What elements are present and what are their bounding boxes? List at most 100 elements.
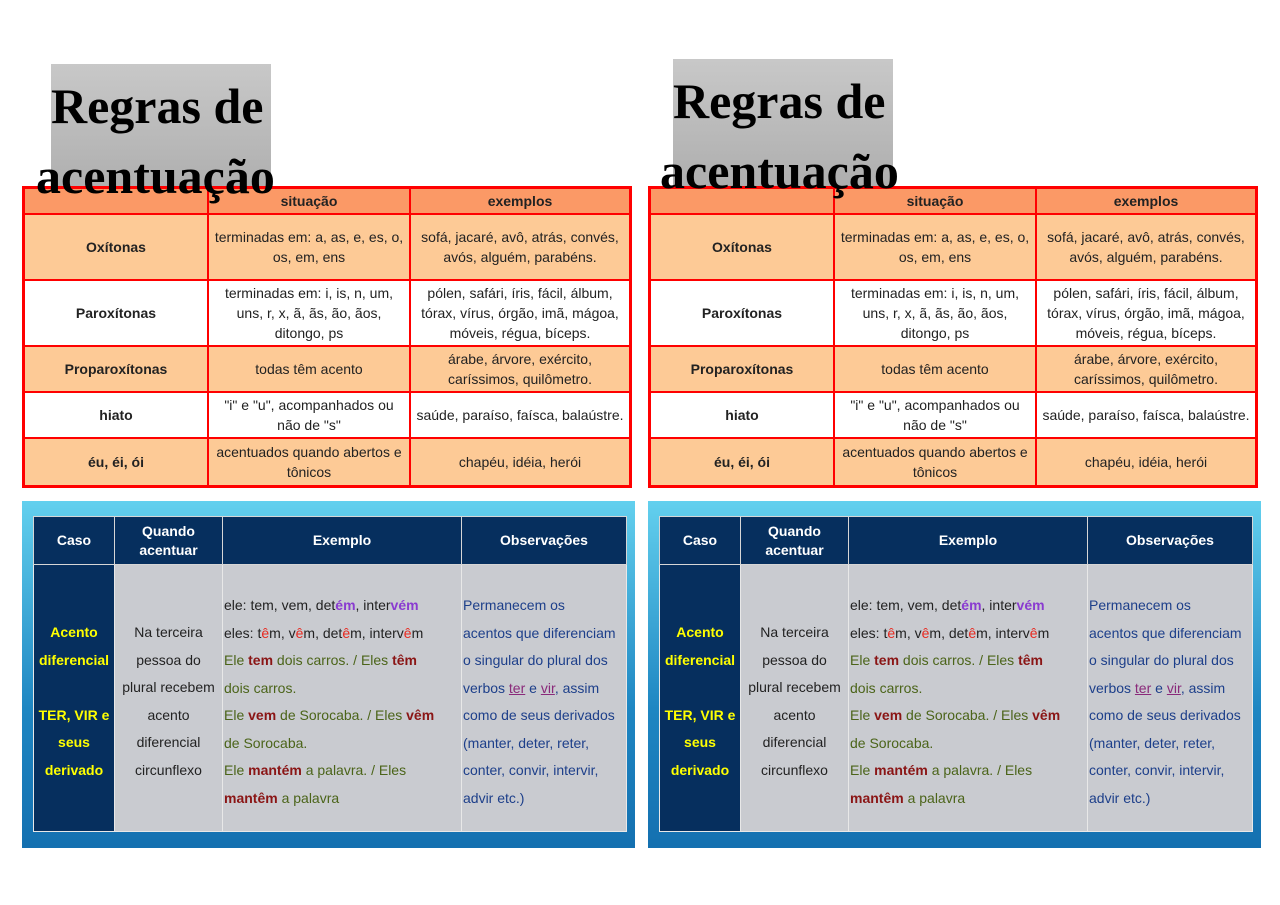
text-segment: , assim — [554, 679, 600, 696]
text-segment: m, interv — [350, 624, 404, 641]
text-segment: a palavra — [903, 789, 966, 806]
header-situacao: situação — [833, 186, 1037, 215]
exemplo-cell: ele: tem, vem, detém, intervém eles: têm,… — [848, 564, 1088, 832]
row-situation: terminadas em: i, is, n, um, uns, r, x, … — [207, 279, 411, 347]
row-situation: acentuados quando abertos e tônicos — [207, 437, 411, 487]
text-segment: mantém — [874, 762, 928, 778]
obs-line: conter, convir, intervir, — [463, 757, 625, 785]
exemplo-line: Ele tem dois carros. / Eles têm — [850, 647, 1086, 675]
observacoes-cell: Permanecem os acentos que diferenciam o si… — [1087, 564, 1253, 832]
row-situation: acentuados quando abertos e tônicos — [833, 437, 1037, 487]
text-segment: tem — [248, 652, 274, 668]
text-segment: a palavra — [277, 789, 340, 806]
text-segment: Permanecem os — [1089, 597, 1191, 613]
obs-line: advir etc.) — [463, 785, 625, 813]
differential-accent-table: Caso Quando acentuar Exemplo Observações… — [659, 516, 1253, 832]
table-row: Oxítonas terminadas em: a, as, e, es, o,… — [22, 213, 632, 281]
quando-line: plural recebem — [748, 679, 841, 695]
verb-link[interactable]: vir — [1166, 679, 1181, 696]
text-segment: acentos que diferenciam — [1089, 624, 1242, 641]
text-segment: Ele — [850, 707, 875, 723]
table-row: Paroxítonas terminadas em: i, is, n, um,… — [22, 279, 632, 347]
row-situation: todas têm acento — [833, 345, 1037, 393]
quando-cell: Na terceira pessoa do plural recebem acento… — [114, 564, 223, 832]
text-segment: eles: t — [850, 624, 888, 641]
text-segment: eles: t — [224, 624, 262, 641]
text-segment: o singular do plural dos — [1089, 652, 1234, 668]
verb-link[interactable]: ter — [1134, 679, 1152, 696]
text-segment: m — [411, 624, 424, 641]
quando-line: Na terceira — [760, 624, 829, 640]
text-segment: conter, convir, intervir, — [463, 762, 599, 778]
exemplo-line: eles: têm, vêm, detêm, intervêm — [850, 620, 1086, 648]
text-segment: m — [1037, 624, 1050, 641]
row-examples: pólen, safári, íris, fácil, álbum, tórax… — [1035, 279, 1258, 347]
obs-line: como de seus derivados — [463, 702, 625, 730]
header-exemplo: Exemplo — [848, 516, 1088, 565]
text-segment: verbos — [463, 679, 509, 696]
verb-link[interactable]: ter — [508, 679, 526, 696]
row-examples: chapéu, idéia, herói — [1035, 437, 1258, 487]
text-segment: o singular do plural dos — [463, 652, 608, 668]
exemplo-line: Ele vem de Sorocaba. / Eles vêm — [850, 702, 1086, 730]
obs-line: o singular do plural dos — [463, 647, 625, 675]
exemplo-line: ele: tem, vem, detém, intervém — [850, 592, 1086, 620]
row-examples: sofá, jacaré, avô, atrás, convés, avós, … — [409, 213, 632, 281]
text-segment: m, v — [895, 624, 922, 641]
header-exemplo: Exemplo — [222, 516, 462, 565]
page-title-line2: acentuação — [660, 143, 899, 199]
quando-line: circunflexo — [761, 761, 828, 778]
text-segment: ê — [403, 624, 412, 641]
text-segment: a palavra. / Eles — [301, 762, 407, 778]
slide-panel: Regras de acentuação situação exemplos O… — [626, 0, 1261, 905]
caso-line: derivado — [670, 761, 730, 778]
table-header-row: situação exemplos — [648, 186, 1258, 215]
text-segment: (manter, deter, reter, — [1089, 734, 1216, 751]
text-segment: a palavra. / Eles — [927, 762, 1033, 778]
obs-line: Permanecem os — [1089, 592, 1251, 620]
exemplo-line: Ele vem de Sorocaba. / Eles vêm — [224, 702, 460, 730]
obs-line: Permanecem os — [463, 592, 625, 620]
row-examples: chapéu, idéia, herói — [409, 437, 632, 487]
text-segment: mantêm — [850, 789, 904, 806]
text-segment: ele: tem, vem, det — [850, 597, 962, 613]
text-segment: ém — [335, 597, 356, 613]
exemplo-line: de Sorocaba. — [850, 730, 1086, 758]
text-segment: como de seus derivados — [463, 707, 615, 723]
text-segment: ê — [295, 624, 304, 641]
exemplo-line: dois carros. — [224, 675, 460, 703]
obs-line: verbos ter e vir, assim — [463, 675, 625, 703]
row-situation: todas têm acento — [207, 345, 411, 393]
page-title-line1: Regras de — [673, 73, 886, 129]
row-examples: sofá, jacaré, avô, atrás, convés, avós, … — [1035, 213, 1258, 281]
text-segment: vem — [874, 707, 903, 723]
obs-line: (manter, deter, reter, — [463, 730, 625, 758]
verb-link[interactable]: vir — [540, 679, 555, 696]
caso-line: Acento — [50, 624, 98, 640]
row-examples: saúde, paraíso, faísca, balaústre. — [409, 391, 632, 439]
caso-line: Acento — [676, 624, 724, 640]
obs-line: como de seus derivados — [1089, 702, 1251, 730]
table-row: éu, éi, ói acentuados quando abertos e t… — [648, 437, 1258, 487]
text-segment: ê — [261, 624, 270, 641]
obs-line: o singular do plural dos — [1089, 647, 1251, 675]
accent-rules-table: situação exemplos Oxítonas terminadas em… — [22, 186, 632, 488]
text-segment: dois carros. / Eles — [273, 652, 393, 668]
row-situation: terminadas em: a, as, e, es, o, os, em, … — [207, 213, 411, 281]
table-row: Oxítonas terminadas em: a, as, e, es, o,… — [648, 213, 1258, 281]
text-segment: e — [525, 679, 541, 696]
differential-accent-slide: Caso Quando acentuar Exemplo Observações… — [22, 501, 635, 848]
table-header-row: situação exemplos — [22, 186, 632, 215]
header-caso: Caso — [659, 516, 741, 565]
header-exemplos: exemplos — [1035, 186, 1258, 215]
text-segment: vem — [248, 707, 277, 723]
row-situation: terminadas em: a, as, e, es, o, os, em, … — [833, 213, 1037, 281]
text-segment: Permanecem os — [463, 597, 565, 613]
table-row: éu, éi, ói acentuados quando abertos e t… — [22, 437, 632, 487]
text-segment: ê — [1029, 624, 1038, 641]
text-segment: ê — [887, 624, 896, 641]
text-segment: Ele — [224, 707, 249, 723]
text-segment: Ele — [224, 762, 249, 778]
exemplo-line: dois carros. — [850, 675, 1086, 703]
text-segment: conter, convir, intervir, — [1089, 762, 1225, 778]
